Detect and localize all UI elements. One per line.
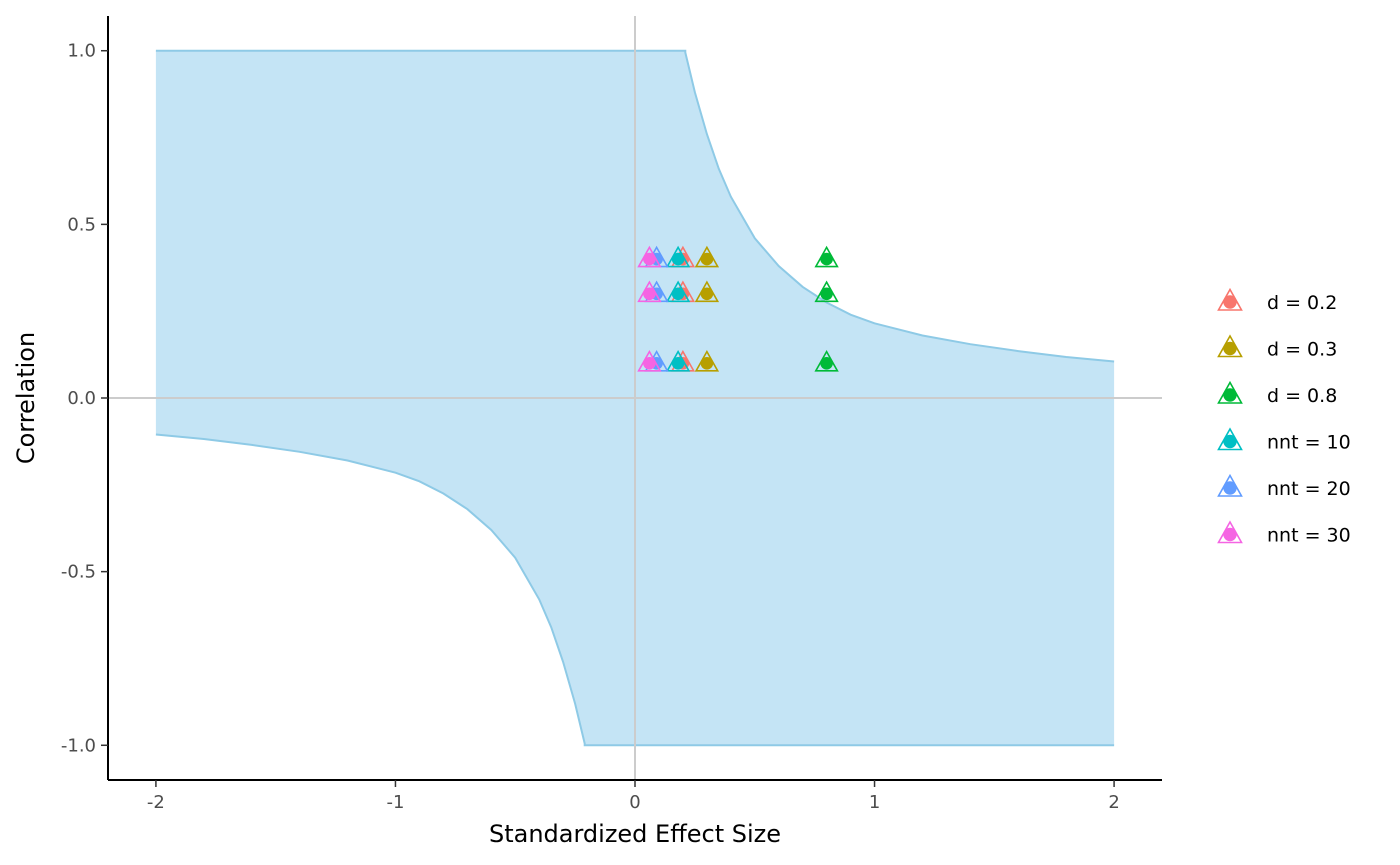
legend-item: d = 0.2: [1217, 287, 1337, 314]
upper-boundary-curve: [155, 49, 1115, 363]
data-point: [694, 280, 720, 303]
data-point: [694, 245, 720, 268]
legend-label: d = 0.8: [1267, 385, 1337, 407]
x-axis-title: Standardized Effect Size: [489, 820, 781, 848]
y-axis-title: Correlation: [12, 332, 40, 464]
x-tick-label: 2: [1108, 792, 1119, 813]
legend-label: nnt = 10: [1267, 432, 1351, 454]
legend-marker: [1217, 473, 1243, 497]
y-tick-label: 0.0: [67, 388, 96, 409]
legend-label: d = 0.2: [1267, 292, 1337, 314]
legend-marker: [1217, 334, 1243, 358]
legend-marker: [1217, 380, 1243, 404]
y-axis-ticks: -1.0 -0.5 0.0 0.5 1.0: [61, 41, 108, 756]
y-tick-label: 1.0: [67, 41, 96, 62]
data-point: [665, 349, 691, 372]
axes: -2 -1 0 1 2 -1.0 -0.5 0.0 0.5 1.0: [61, 16, 1162, 813]
legend-item: d = 0.3: [1217, 334, 1337, 361]
legend-item: d = 0.8: [1217, 380, 1337, 407]
legend-label: nnt = 20: [1267, 478, 1351, 500]
x-tick-label: 0: [629, 792, 640, 813]
data-point: [637, 349, 662, 372]
x-tick-label: -1: [386, 792, 404, 813]
legend-marker: [1217, 287, 1243, 311]
y-tick-label: -0.5: [61, 562, 96, 583]
data-point: [694, 349, 720, 372]
data-point: [637, 245, 662, 268]
legend-item: nnt = 10: [1217, 427, 1351, 454]
y-tick-label: 0.5: [67, 214, 96, 235]
reference-lines: [108, 16, 1162, 780]
legend: d = 0.2 d = 0.3 d = 0.8 nnt = 10 nnt = 20 nnt…: [1217, 287, 1351, 547]
legend-item: nnt = 30: [1217, 520, 1351, 547]
legend-label: d = 0.3: [1267, 339, 1337, 361]
data-point: [814, 349, 839, 372]
data-point: [665, 245, 691, 268]
legend-label: nnt = 30: [1267, 525, 1351, 547]
y-tick-label: -1.0: [61, 735, 96, 756]
data-point: [637, 280, 662, 303]
data-point: [665, 280, 691, 303]
data-points: [637, 245, 839, 372]
x-tick-label: 1: [869, 792, 880, 813]
data-point: [814, 245, 839, 268]
x-axis-ticks: -2 -1 0 1 2: [147, 780, 1120, 813]
legend-marker: [1217, 427, 1243, 451]
lower-boundary-curve: [155, 433, 1115, 747]
data-point: [814, 280, 839, 303]
legend-item: nnt = 20: [1217, 473, 1351, 500]
x-tick-label: -2: [147, 792, 165, 813]
legend-marker: [1217, 520, 1243, 544]
